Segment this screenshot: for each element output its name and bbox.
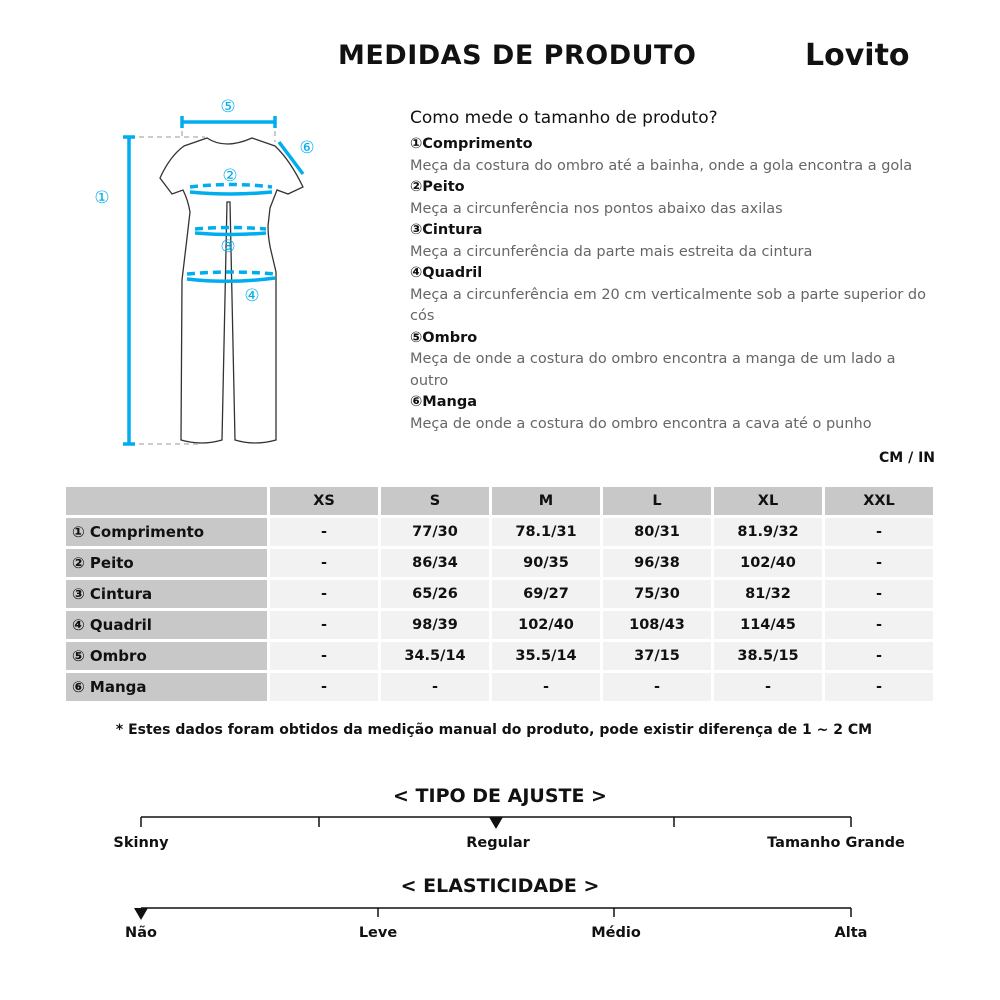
header-blank xyxy=(66,487,267,515)
table-cell: 69/27 xyxy=(492,580,600,608)
guide-heading: Como mede o tamanho de produto? xyxy=(410,108,718,128)
table-cell: - xyxy=(603,673,711,701)
table-cell: - xyxy=(270,549,378,577)
table-cell: - xyxy=(270,611,378,639)
row-label: ⑥ Manga xyxy=(66,673,267,701)
elasticity-marker xyxy=(134,908,148,920)
table-cell: 108/43 xyxy=(603,611,711,639)
table-cell: - xyxy=(825,611,933,639)
header-size: M xyxy=(492,487,600,515)
table-cell: - xyxy=(270,673,378,701)
label-4: ④ xyxy=(244,286,259,306)
size-table: XS S M L XL XXL ① Comprimento -77/30 78.1/… xyxy=(63,484,936,704)
table-cell: 102/40 xyxy=(714,549,822,577)
elasticity-label-high: Alta xyxy=(834,925,868,941)
header-size: XXL xyxy=(825,487,933,515)
label-1: ① xyxy=(94,188,109,208)
guide-item-desc: Meça a circunferência nos pontos abaixo … xyxy=(410,200,783,217)
fit-label-large: Tamanho Grande xyxy=(767,835,905,851)
table-cell: 81/32 xyxy=(714,580,822,608)
table-cell: 78.1/31 xyxy=(492,518,600,546)
guide-item-desc: Meça de onde a costura do ombro encontra… xyxy=(410,351,896,389)
brand-logo: Lovito xyxy=(805,38,910,73)
header-size: XS xyxy=(270,487,378,515)
guide-item-name: ④Quadril xyxy=(410,265,483,281)
label-5: ⑤ xyxy=(220,97,235,117)
fit-scale xyxy=(140,816,852,829)
table-cell: - xyxy=(270,518,378,546)
guide-item-desc: Meça de onde a costura do ombro encontra… xyxy=(410,415,872,432)
table-cell: 102/40 xyxy=(492,611,600,639)
table-row: ① Comprimento -77/30 78.1/31 80/31 81.9/32- xyxy=(66,518,933,546)
measurement-guide: Como mede o tamanho de produto? ①Comprim… xyxy=(410,108,930,435)
table-row: ② Peito -86/34 90/35 96/38 102/40- xyxy=(66,549,933,577)
table-cell: 77/30 xyxy=(381,518,489,546)
fit-title: < TIPO DE AJUSTE > xyxy=(393,785,607,807)
elasticity-scale xyxy=(134,907,852,920)
table-cell: - xyxy=(825,580,933,608)
table-cell: - xyxy=(270,580,378,608)
page-title: MEDIDAS DE PRODUTO xyxy=(338,40,697,71)
table-cell: 65/26 xyxy=(381,580,489,608)
table-cell: 90/35 xyxy=(492,549,600,577)
table-cell: - xyxy=(825,518,933,546)
table-cell: - xyxy=(381,673,489,701)
table-header-row: XS S M L XL XXL xyxy=(66,487,933,515)
table-cell: - xyxy=(492,673,600,701)
table-cell: 98/39 xyxy=(381,611,489,639)
table-cell: 81.9/32 xyxy=(714,518,822,546)
garment-diagram: ① ② ③ ④ ⑤ ⑥ xyxy=(94,97,315,446)
guide-item-desc: Meça a circunferência da parte mais estr… xyxy=(410,243,813,260)
unit-label: CM / IN xyxy=(879,450,935,466)
label-3: ③ xyxy=(220,237,235,257)
guide-item-name: ⑤Ombro xyxy=(410,329,478,346)
elasticity-label-light: Leve xyxy=(358,925,398,941)
header-size: L xyxy=(603,487,711,515)
table-cell: - xyxy=(825,673,933,701)
row-label: ④ Quadril xyxy=(66,611,267,639)
fit-marker xyxy=(489,817,503,829)
table-cell: 86/34 xyxy=(381,549,489,577)
table-cell: 80/31 xyxy=(603,518,711,546)
guide-item-name: ⑥Manga xyxy=(410,394,477,410)
table-cell: 96/38 xyxy=(603,549,711,577)
table-cell: 35.5/14 xyxy=(492,642,600,670)
table-cell: - xyxy=(714,673,822,701)
table-cell: 114/45 xyxy=(714,611,822,639)
guide-item-desc: Meça a circunferência em 20 cm verticalm… xyxy=(410,286,926,325)
row-label: ① Comprimento xyxy=(66,518,267,546)
header-size: XL xyxy=(714,487,822,515)
header-size: S xyxy=(381,487,489,515)
guide-item-desc: Meça da costura do ombro até a bainha, o… xyxy=(410,157,913,174)
guide-item-name: ②Peito xyxy=(410,179,465,195)
elasticity-title: < ELASTICIDADE > xyxy=(400,875,600,897)
table-cell: - xyxy=(270,642,378,670)
row-label: ② Peito xyxy=(66,549,267,577)
fit-label-skinny: Skinny xyxy=(113,835,169,851)
table-row: ⑤ Ombro -34.5/14 35.5/14 37/15 38.5/15- xyxy=(66,642,933,670)
table-row: ④ Quadril -98/39 102/40 108/43 114/45- xyxy=(66,611,933,639)
table-cell: 75/30 xyxy=(603,580,711,608)
table-cell: - xyxy=(825,549,933,577)
table-cell: - xyxy=(825,642,933,670)
table-cell: 38.5/15 xyxy=(714,642,822,670)
elasticity-label-none: Não xyxy=(125,925,157,941)
disclaimer-note: * Estes dados foram obtidos da medição m… xyxy=(115,722,873,738)
elasticity-label-medium: Médio xyxy=(591,925,641,941)
label-6: ⑥ xyxy=(299,138,314,158)
table-cell: 37/15 xyxy=(603,642,711,670)
row-label: ⑤ Ombro xyxy=(66,642,267,670)
table-cell: 34.5/14 xyxy=(381,642,489,670)
fit-label-regular: Regular xyxy=(466,835,530,851)
table-row: ⑥ Manga - - - - - - xyxy=(66,673,933,701)
label-2: ② xyxy=(222,166,237,186)
table-row: ③ Cintura -65/26 69/27 75/30 81/32- xyxy=(66,580,933,608)
row-label: ③ Cintura xyxy=(66,580,267,608)
guide-item-name: ③Cintura xyxy=(410,222,483,238)
guide-item-name: ①Comprimento xyxy=(410,136,533,152)
